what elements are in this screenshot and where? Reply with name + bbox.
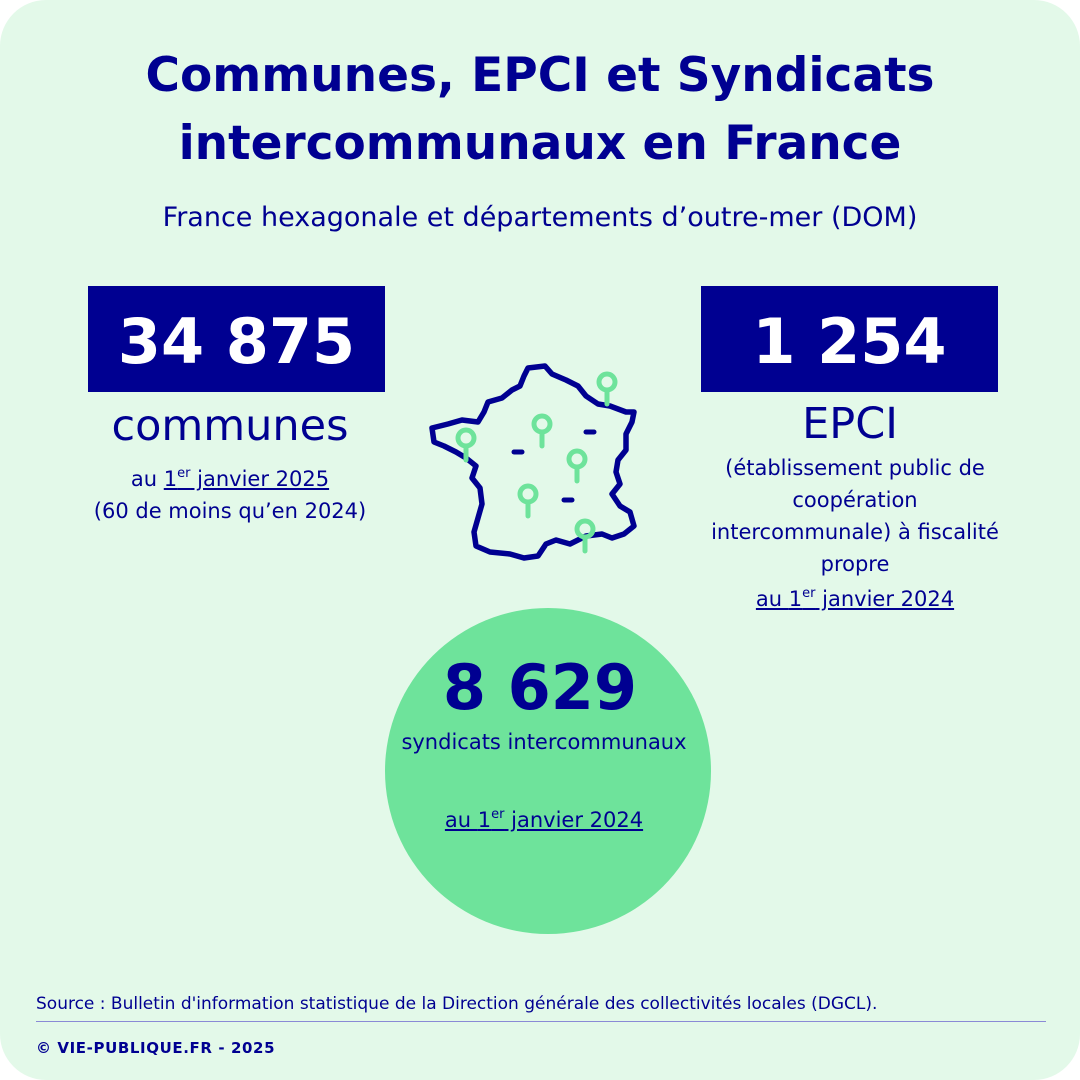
communes-date-sup: er (177, 466, 191, 481)
communes-date: au 1er janvier 2025 (60, 464, 400, 495)
epci-date-sup: er (802, 586, 816, 601)
syndicats-date-suffix: janvier 2024 (504, 808, 644, 832)
epci-count-box: 1 254 (701, 286, 998, 392)
communes-date-prefix: au (130, 467, 164, 491)
page-subtitle: France hexagonale et départements d’outr… (162, 202, 918, 233)
page-title: Communes, EPCI et Syndicats intercommuna… (145, 48, 935, 171)
communes-label: communes (111, 401, 349, 451)
location-pin-icon (566, 448, 588, 484)
epci-label: EPCI (802, 399, 898, 449)
epci-description: (établissement public de coopération int… (711, 456, 999, 576)
epci-count: 1 254 (752, 305, 947, 378)
communes-note: (60 de moins qu’en 2024) (93, 499, 367, 523)
syndicats-date-link: au 1er janvier 2024 (445, 808, 643, 832)
location-pin-icon (531, 413, 553, 449)
syndicats-date-day: 1 (477, 808, 492, 832)
syndicats-label: syndicats intercommunaux (401, 730, 687, 754)
communes-count: 34 875 (117, 305, 356, 378)
location-pin-icon (455, 427, 477, 463)
location-pin-icon (574, 518, 596, 554)
syndicats-date-prefix: au (444, 808, 478, 832)
copyright: © VIE-PUBLIQUE.FR - 2025 (36, 1039, 276, 1057)
location-pin-icon (517, 483, 539, 519)
france-map-icon (429, 363, 637, 561)
syndicats-date: au 1er janvier 2024 (385, 804, 703, 836)
syndicats-date-sup: er (491, 807, 505, 822)
source-note: Source : Bulletin d'information statisti… (36, 994, 878, 1014)
communes-date-link: 1er janvier 2025 (164, 467, 329, 491)
location-pin-icons (455, 371, 618, 554)
epci-date-link: au 1er janvier 2024 (756, 587, 954, 611)
communes-count-box: 34 875 (88, 286, 385, 392)
epci-date-suffix: janvier 2024 (815, 587, 955, 611)
map-dashes (511, 429, 597, 503)
communes-date-day: 1 (163, 467, 178, 491)
location-pin-icon (596, 371, 618, 407)
syndicats-circle (385, 608, 711, 934)
footer-divider (36, 1021, 1046, 1022)
communes-date-suffix: janvier 2025 (190, 467, 330, 491)
epci-date-day: 1 (788, 587, 803, 611)
france-outline (429, 363, 637, 561)
syndicats-count: 8 629 (442, 651, 638, 724)
epci-date: au 1er janvier 2024 (705, 584, 1005, 615)
epci-date-prefix: au (755, 587, 789, 611)
